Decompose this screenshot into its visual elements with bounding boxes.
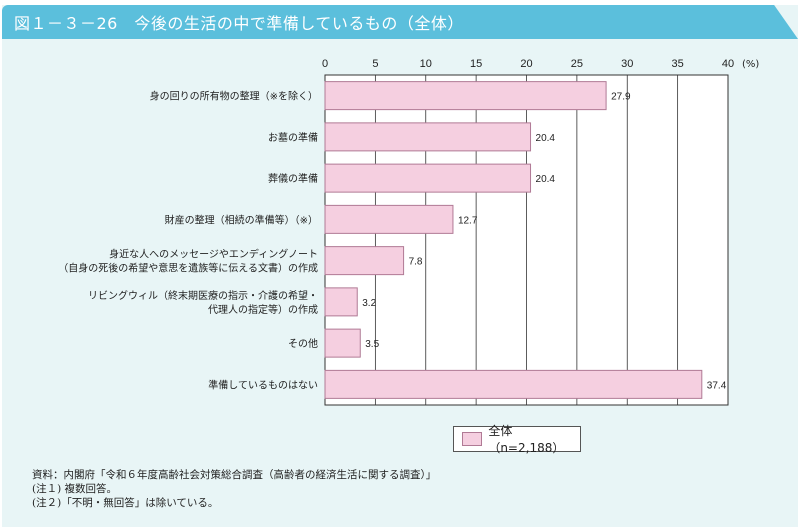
x-tick-label: 30: [621, 58, 633, 70]
data-label: 20.4: [536, 174, 556, 185]
legend: 全体（n=2,188）: [453, 424, 581, 455]
data-label: 12.7: [458, 215, 478, 226]
bar: [324, 246, 405, 276]
note-2: (注２)「不明・無回答」は除いている。: [32, 497, 219, 509]
x-tick-label: 10: [420, 58, 432, 70]
bar: [324, 122, 532, 152]
bar: [324, 287, 358, 317]
x-tick-label: 20: [520, 58, 532, 70]
category-label: 身の回りの所有物の整理（※を除く）: [150, 90, 318, 103]
bar: [324, 163, 532, 193]
category-label: リビングウィル（終末期医療の指示・介護の希望・: [88, 289, 318, 302]
data-label: 3.2: [362, 298, 376, 309]
x-tick-label: 35: [672, 58, 684, 70]
category-label: 身近な人へのメッセージやエンディングノート: [109, 248, 318, 261]
category-label: 準備しているものはない: [208, 378, 318, 391]
source-note: 資料：内閣府「令和６年度高齢社会対策総合調査（高齢者の経済生活に関する調査）」: [32, 469, 437, 481]
title-band: [2, 5, 798, 39]
category-label: お墓の準備: [268, 131, 318, 144]
category-label: その他: [288, 337, 318, 350]
data-label: 3.5: [365, 339, 379, 350]
data-label: 27.9: [611, 92, 631, 103]
category-label: 代理人の指定等）の作成: [208, 303, 318, 316]
legend-swatch: [462, 432, 483, 446]
unit-label: (%): [742, 59, 759, 70]
bar: [324, 369, 703, 399]
x-tick-label: 5: [372, 58, 378, 70]
x-tick-label: 40: [722, 58, 734, 70]
note-1: (注１) 複数回答。: [32, 483, 118, 495]
x-tick-label: 15: [470, 58, 482, 70]
bar: [324, 204, 454, 234]
data-label: 7.8: [409, 257, 423, 268]
figure-title: 図１－３－26 今後の生活の中で準備しているもの（全体）: [14, 14, 464, 33]
x-tick-label: 25: [571, 58, 583, 70]
category-label: 財産の整理（相続の準備等）（※）: [165, 213, 318, 226]
bar: [324, 328, 361, 358]
data-label: 37.4: [707, 380, 727, 391]
bar: [324, 81, 607, 111]
legend-label: 全体（n=2,188）: [488, 424, 565, 455]
category-label: （自身の死後の希望や意思を遺族等に伝える文書）の作成: [58, 262, 318, 275]
x-tick-label: 0: [322, 58, 328, 70]
category-label: 葬儀の準備: [268, 172, 318, 185]
notes: 資料：内閣府「令和６年度高齢社会対策総合調査（高齢者の経済生活に関する調査）」 …: [32, 468, 436, 510]
data-label: 20.4: [536, 133, 556, 144]
